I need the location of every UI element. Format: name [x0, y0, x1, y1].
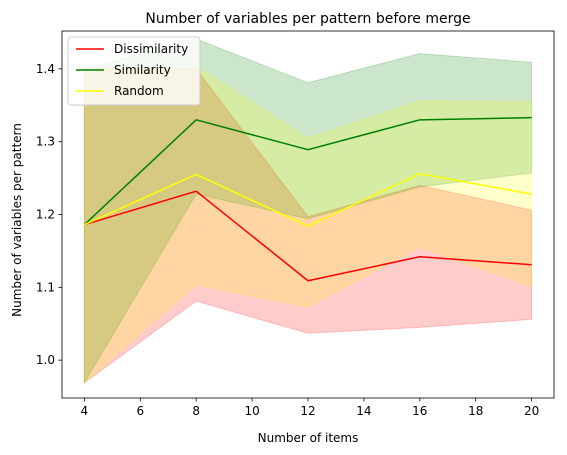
x-tick-label: 10	[244, 404, 259, 418]
band-similarity	[83, 38, 533, 385]
y-tick-label: 1.3	[36, 135, 55, 149]
x-tick-label: 12	[300, 404, 315, 418]
y-tick-label: 1.0	[36, 353, 55, 367]
x-axis-label: Number of items	[258, 431, 359, 445]
x-tick-label: 20	[524, 404, 539, 418]
x-tick-label: 14	[356, 404, 371, 418]
x-tick-label: 8	[192, 404, 200, 418]
series-line-dissimilarity	[84, 190, 532, 282]
series-lines	[83, 116, 532, 282]
x-axis-ticks: 4 6 8 10 12 14 16 18 20	[81, 398, 539, 418]
x-tick-label: 4	[81, 404, 89, 418]
legend-label-dissimilarity: Dissimilarity	[114, 42, 188, 56]
y-tick-label: 1.2	[36, 208, 55, 222]
band-random	[83, 65, 533, 384]
chart-title: Number of variables per pattern before m…	[145, 11, 470, 27]
x-tick-label: 18	[468, 404, 483, 418]
legend-box	[67, 36, 201, 106]
y-axis-label: Number of variables per pattern	[10, 123, 24, 317]
x-tick-label: 16	[412, 404, 427, 418]
x-tick-label: 6	[136, 404, 144, 418]
y-axis-ticks: 1.0 1.1 1.2 1.3 1.4	[36, 62, 62, 367]
legend-label-random: Random	[114, 84, 164, 98]
series-line-random	[84, 172, 532, 227]
y-tick-label: 1.4	[36, 62, 55, 76]
legend: Dissimilarity Similarity Random	[67, 36, 201, 106]
y-tick-label: 1.1	[36, 280, 55, 294]
series-line-similarity	[83, 116, 532, 226]
legend-label-similarity: Similarity	[114, 63, 171, 77]
